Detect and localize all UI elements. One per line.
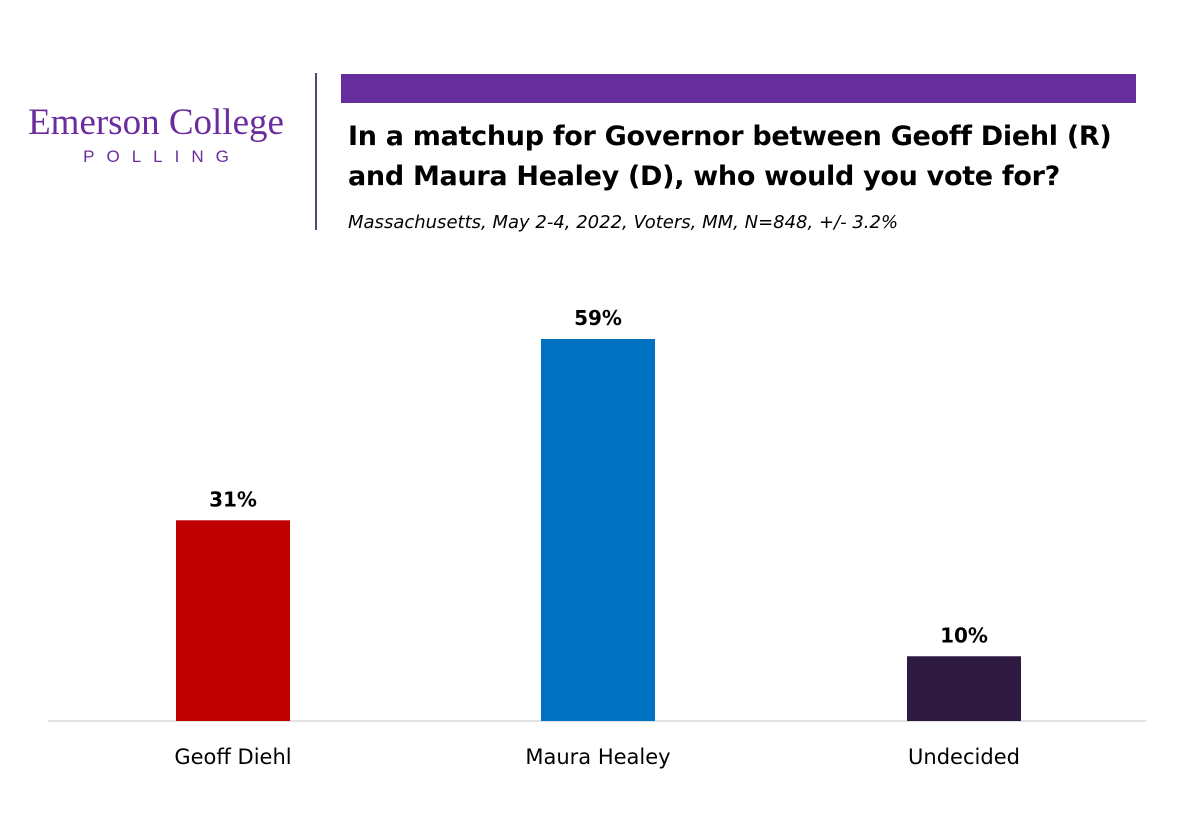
category-label: Geoff Diehl — [174, 745, 291, 769]
bar — [907, 656, 1021, 721]
category-label: Maura Healey — [525, 745, 670, 769]
logo-subtitle: POLLING — [83, 147, 241, 166]
data-label: 10% — [940, 623, 988, 647]
category-label: Undecided — [908, 745, 1020, 769]
data-label: 31% — [209, 487, 257, 511]
header-divider — [315, 73, 317, 230]
bar — [176, 520, 290, 721]
chart-title: In a matchup for Governor between Geoff … — [348, 121, 1112, 192]
bar — [541, 339, 655, 721]
logo-title: Emerson College — [28, 102, 284, 143]
chart-subtitle: Massachusetts, May 2-4, 2022, Voters, MM… — [348, 212, 899, 233]
data-label: 59% — [574, 306, 622, 330]
accent-bar — [341, 74, 1136, 103]
